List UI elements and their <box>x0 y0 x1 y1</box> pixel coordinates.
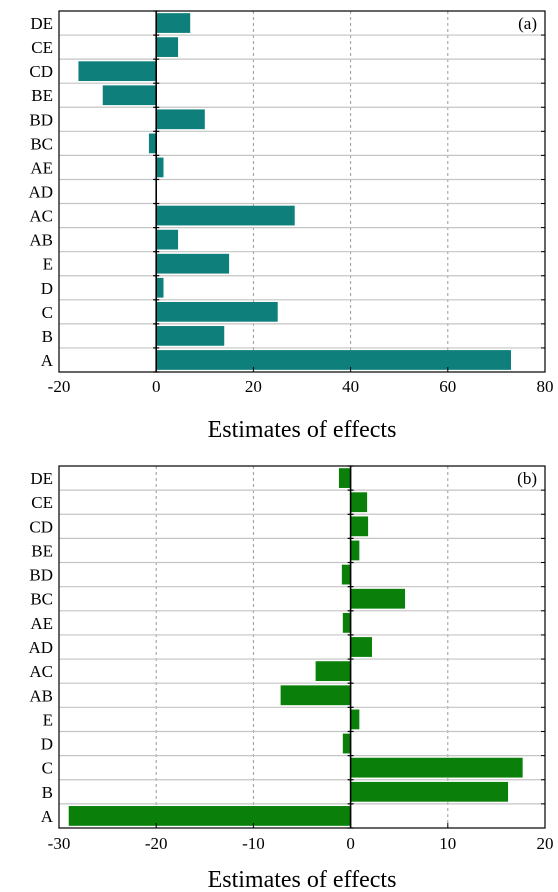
bar-cd <box>350 516 369 537</box>
category-label: BE <box>31 541 53 560</box>
bar-be <box>350 540 360 561</box>
category-label: A <box>41 351 54 370</box>
category-label: D <box>41 279 53 298</box>
x-tick-label: 10 <box>439 834 456 853</box>
category-label: DE <box>30 14 53 33</box>
bar-bc <box>148 133 157 154</box>
x-tick-label: 0 <box>346 834 355 853</box>
category-label: CD <box>29 62 53 81</box>
bar-ce <box>156 37 179 57</box>
bar-bd <box>156 109 205 130</box>
category-label: B <box>42 327 53 346</box>
category-label: CE <box>31 493 53 512</box>
category-label: CE <box>31 38 53 57</box>
bar-ac <box>156 205 295 226</box>
bar-ce <box>350 492 368 513</box>
x-tick-label: -20 <box>48 377 71 396</box>
bar-be <box>102 85 157 106</box>
x-tick-label: -10 <box>242 834 265 853</box>
category-label: E <box>43 710 53 729</box>
category-label: D <box>41 735 53 754</box>
bar-e <box>350 709 360 730</box>
category-label: AD <box>28 638 53 657</box>
bar-bd <box>341 564 351 585</box>
bar-c <box>350 757 523 778</box>
x-tick-label: 80 <box>537 377 554 396</box>
category-label: DE <box>30 469 53 488</box>
bar-ad <box>350 637 372 657</box>
bar-ac <box>315 661 351 682</box>
x-axis-label: Estimates of effects <box>208 867 397 892</box>
category-label: B <box>42 783 53 802</box>
x-tick-label: 20 <box>245 377 262 396</box>
category-label: CD <box>29 517 53 536</box>
bar-ae <box>342 612 351 633</box>
bar-b <box>350 781 509 802</box>
bar-de <box>338 468 351 488</box>
bar-a <box>68 806 351 826</box>
category-label: AE <box>30 158 53 177</box>
category-label: C <box>42 759 53 778</box>
x-axis-label: Estimates of effects <box>208 417 397 443</box>
bar-de <box>156 13 191 33</box>
category-label: BC <box>30 134 53 153</box>
panel-label: (b) <box>517 469 537 488</box>
bar-a <box>156 350 511 370</box>
plot-frame <box>58 10 546 373</box>
category-label: BD <box>29 566 53 585</box>
bar-bc <box>350 588 406 609</box>
x-tick-label: 0 <box>152 377 161 396</box>
category-label: BD <box>29 110 53 129</box>
category-label: E <box>43 255 53 274</box>
category-label: AE <box>30 614 53 633</box>
bar-c <box>156 301 278 322</box>
category-label: BE <box>31 86 53 105</box>
category-label: A <box>41 807 54 826</box>
x-tick-label: -20 <box>145 834 168 853</box>
category-label: AC <box>29 662 53 681</box>
category-label: C <box>42 303 53 322</box>
bar-d <box>342 733 351 754</box>
panel-label: (a) <box>518 14 537 33</box>
bar-d <box>156 277 164 298</box>
category-label: AB <box>29 686 53 705</box>
plot-frame <box>58 465 546 829</box>
category-label: AB <box>29 231 53 250</box>
bar-ab <box>280 685 351 706</box>
bar-ab <box>156 229 179 250</box>
category-label: AD <box>28 183 53 202</box>
x-tick-label: 40 <box>342 377 359 396</box>
bar-ae <box>156 157 164 178</box>
bar-b <box>156 326 225 346</box>
category-label: AC <box>29 207 53 226</box>
category-label: BC <box>30 590 53 609</box>
bar-e <box>156 253 230 274</box>
x-tick-label: 60 <box>439 377 456 396</box>
bar-cd <box>78 61 157 82</box>
x-tick-label: 20 <box>537 834 554 853</box>
x-tick-label: -30 <box>48 834 71 853</box>
